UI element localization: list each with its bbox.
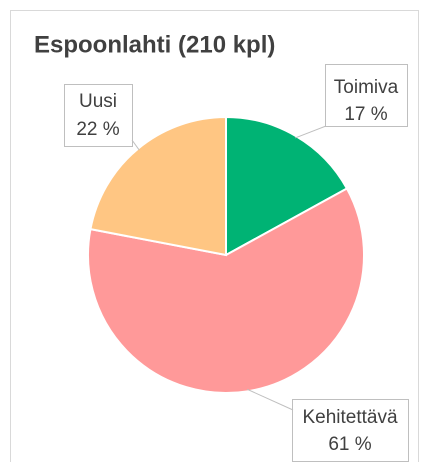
slice-label: Toimiva: [334, 77, 399, 98]
slice-value-label: 61 %: [328, 434, 371, 455]
slice-value-label: 22 %: [76, 119, 119, 140]
leader-line: [131, 139, 140, 151]
slice-label: Uusi: [79, 91, 117, 112]
slice-label: Kehitettävä: [302, 407, 397, 428]
leader-line: [295, 125, 327, 139]
pie-slice: [225, 115, 349, 257]
callout-box: [64, 84, 133, 147]
leader-line: [247, 388, 294, 411]
pie: [87, 115, 365, 394]
pie-slice: [87, 187, 365, 394]
slice-value-label: 17 %: [344, 104, 387, 125]
callout-box: [325, 64, 408, 127]
chart-title: Espoonlahti (210 kpl): [34, 31, 275, 58]
